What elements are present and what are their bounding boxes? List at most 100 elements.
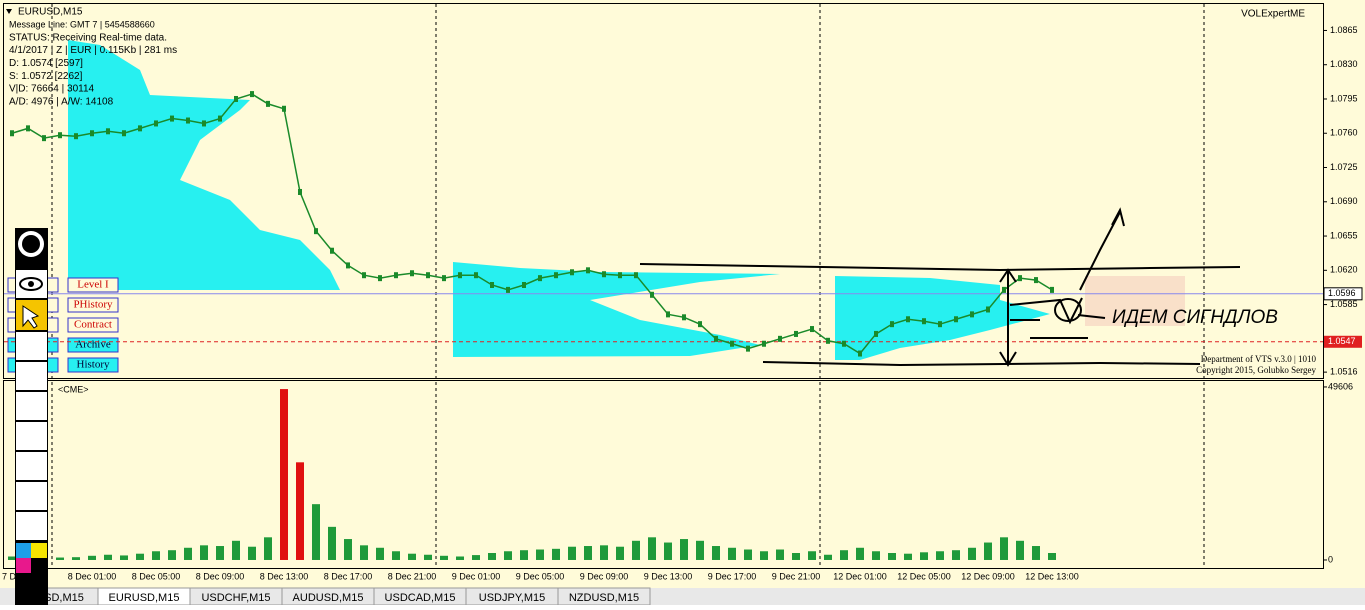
volume-bar [344, 539, 352, 560]
candle [170, 115, 174, 122]
candle [186, 117, 190, 124]
candle [42, 135, 46, 142]
candle [666, 311, 670, 318]
info-line: S: 1.0572 [2262] [9, 71, 83, 82]
candle [202, 120, 206, 127]
y-tick-label: 1.0865 [1330, 25, 1358, 35]
candle [986, 306, 990, 313]
candle [970, 311, 974, 318]
candle [858, 350, 862, 357]
tabs: SD,M15 EURUSD,M15 USDCHF,M15 AUDUSD,M15 USDC… [29, 587, 651, 606]
info-line: V|D: 76664 | 30114 [9, 84, 95, 95]
volume-bar [504, 551, 512, 560]
panel-button[interactable] [67, 317, 119, 333]
candle [602, 271, 606, 278]
candle [378, 275, 382, 282]
x-tick-label: 9 Dec 05:00 [516, 571, 565, 581]
volume-bar [712, 546, 720, 560]
x-tick-label: 9 Dec 09:00 [580, 571, 629, 581]
volume-bar [184, 547, 192, 560]
volume-bar [152, 551, 160, 560]
candle [954, 316, 958, 323]
volume-bar [456, 556, 464, 560]
candle [490, 281, 494, 288]
tab-label: AUDUSD,M15 [293, 592, 364, 604]
y-tick-label: 1.0760 [1330, 128, 1358, 138]
volume-bar [264, 537, 272, 560]
volume-bar [696, 540, 704, 560]
volume-bar [568, 546, 576, 560]
candle [58, 132, 62, 139]
volume-bar [552, 548, 560, 560]
candle [330, 247, 334, 254]
tab-label: SD,M15 [44, 592, 84, 604]
candle [906, 316, 910, 323]
volume-bar [584, 546, 592, 560]
volume-bar [776, 549, 784, 560]
y-tick-label: 0 [1328, 554, 1333, 564]
volume-bar [936, 551, 944, 560]
tab-label: USDCHF,M15 [201, 592, 270, 604]
candle [634, 272, 638, 279]
symbol-title: EURUSD,M15 [18, 7, 83, 18]
drawing-toolbar [15, 228, 48, 605]
candle [474, 272, 478, 279]
candle [570, 269, 574, 276]
candle [10, 130, 14, 137]
volume-bar [216, 546, 224, 560]
price-line [11, 93, 1053, 355]
info-line: Message Line: GMT 7 | 5454588660 [9, 19, 155, 29]
volume-bar [760, 551, 768, 560]
x-tick-label: 8 Dec 09:00 [196, 571, 245, 581]
indicator-name: VOLExpertME [1241, 9, 1305, 20]
tab-label: USDJPY,M15 [479, 592, 545, 604]
volume-bar [808, 551, 816, 560]
candle [458, 272, 462, 279]
volume-bar [72, 557, 80, 560]
panel-button[interactable] [67, 297, 119, 313]
candle [234, 95, 238, 102]
candle [314, 228, 318, 235]
candle [138, 125, 142, 132]
candle [154, 120, 158, 127]
candle [1002, 286, 1006, 293]
panel-button-label: Archive [75, 339, 111, 351]
candle [122, 130, 126, 137]
volume-bar [616, 546, 624, 560]
volume-bar [520, 550, 528, 560]
info-line: 4/1/2017 | Z | EUR | 0.115Kb | 281 ms [9, 45, 177, 56]
volume-bar [1048, 553, 1056, 560]
volume-source: <CME> [58, 384, 89, 394]
marked-price: 1.0547 [1328, 336, 1356, 346]
candle [650, 291, 654, 298]
candle [426, 272, 430, 279]
x-tick-label: 9 Dec 01:00 [452, 571, 501, 581]
panel-button[interactable] [67, 277, 119, 293]
candle [1050, 286, 1054, 293]
info-line: D: 1.0574 [2597] [9, 58, 83, 69]
candle [346, 262, 350, 269]
y-tick-label: 1.0830 [1330, 59, 1358, 69]
current-price: 1.0596 [1328, 288, 1356, 298]
panel-button-label: Level I [77, 279, 109, 291]
volume-bar [872, 551, 880, 560]
x-tick-label: 12 Dec 09:00 [961, 571, 1015, 581]
candle [394, 272, 398, 279]
candle [1018, 275, 1022, 282]
candle [266, 100, 270, 107]
volume-bar [648, 537, 656, 560]
volume-bar [296, 462, 304, 560]
y-tick-label: 1.0725 [1330, 162, 1358, 172]
volume-bar [488, 553, 496, 560]
candle [730, 340, 734, 347]
candle [778, 335, 782, 342]
x-tick-label: 8 Dec 05:00 [132, 571, 181, 581]
volume-bar [792, 553, 800, 560]
candle [618, 272, 622, 279]
volume-bar [1000, 537, 1008, 560]
volume-bar [120, 555, 128, 560]
panel-button[interactable] [67, 357, 119, 373]
volume-bar [248, 546, 256, 560]
